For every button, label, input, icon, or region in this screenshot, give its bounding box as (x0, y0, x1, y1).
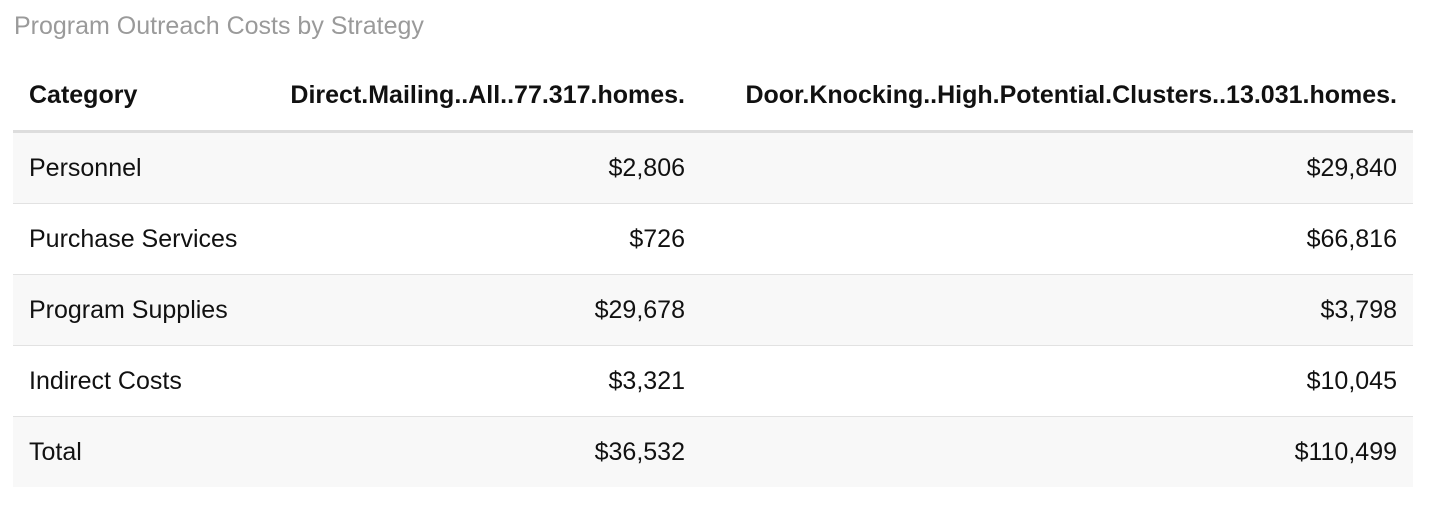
cell-direct-mailing: $726 (253, 203, 701, 275)
cell-category: Indirect Costs (13, 345, 253, 417)
table-row: Program Supplies $29,678 $3,798 (13, 274, 1413, 346)
cell-direct-mailing: $3,321 (253, 345, 701, 417)
cell-door-knocking: $66,816 (701, 203, 1413, 275)
cell-door-knocking: $10,045 (701, 345, 1413, 417)
table-header-row: Category Direct.Mailing..All..77.317.hom… (13, 60, 1413, 133)
table-row: Purchase Services $726 $66,816 (13, 203, 1413, 275)
column-header-direct-mailing: Direct.Mailing..All..77.317.homes. (253, 60, 701, 133)
cell-direct-mailing: $36,532 (253, 416, 701, 487)
cell-door-knocking: $110,499 (701, 416, 1413, 487)
cell-direct-mailing: $29,678 (253, 274, 701, 346)
page-title: Program Outreach Costs by Strategy (14, 12, 424, 40)
cell-category: Personnel (13, 131, 253, 204)
cell-category: Total (13, 416, 253, 487)
table-row: Personnel $2,806 $29,840 (13, 131, 1413, 204)
table-row-total: Total $36,532 $110,499 (13, 416, 1413, 487)
column-header-category: Category (13, 60, 253, 133)
cell-category: Program Supplies (13, 274, 253, 346)
cost-table-container: Category Direct.Mailing..All..77.317.hom… (13, 60, 1413, 487)
cost-table: Category Direct.Mailing..All..77.317.hom… (13, 60, 1413, 487)
cell-door-knocking: $29,840 (701, 131, 1413, 204)
cell-direct-mailing: $2,806 (253, 131, 701, 204)
cell-category: Purchase Services (13, 203, 253, 275)
table-row: Indirect Costs $3,321 $10,045 (13, 345, 1413, 417)
cell-door-knocking: $3,798 (701, 274, 1413, 346)
column-header-door-knocking: Door.Knocking..High.Potential.Clusters..… (701, 60, 1413, 133)
